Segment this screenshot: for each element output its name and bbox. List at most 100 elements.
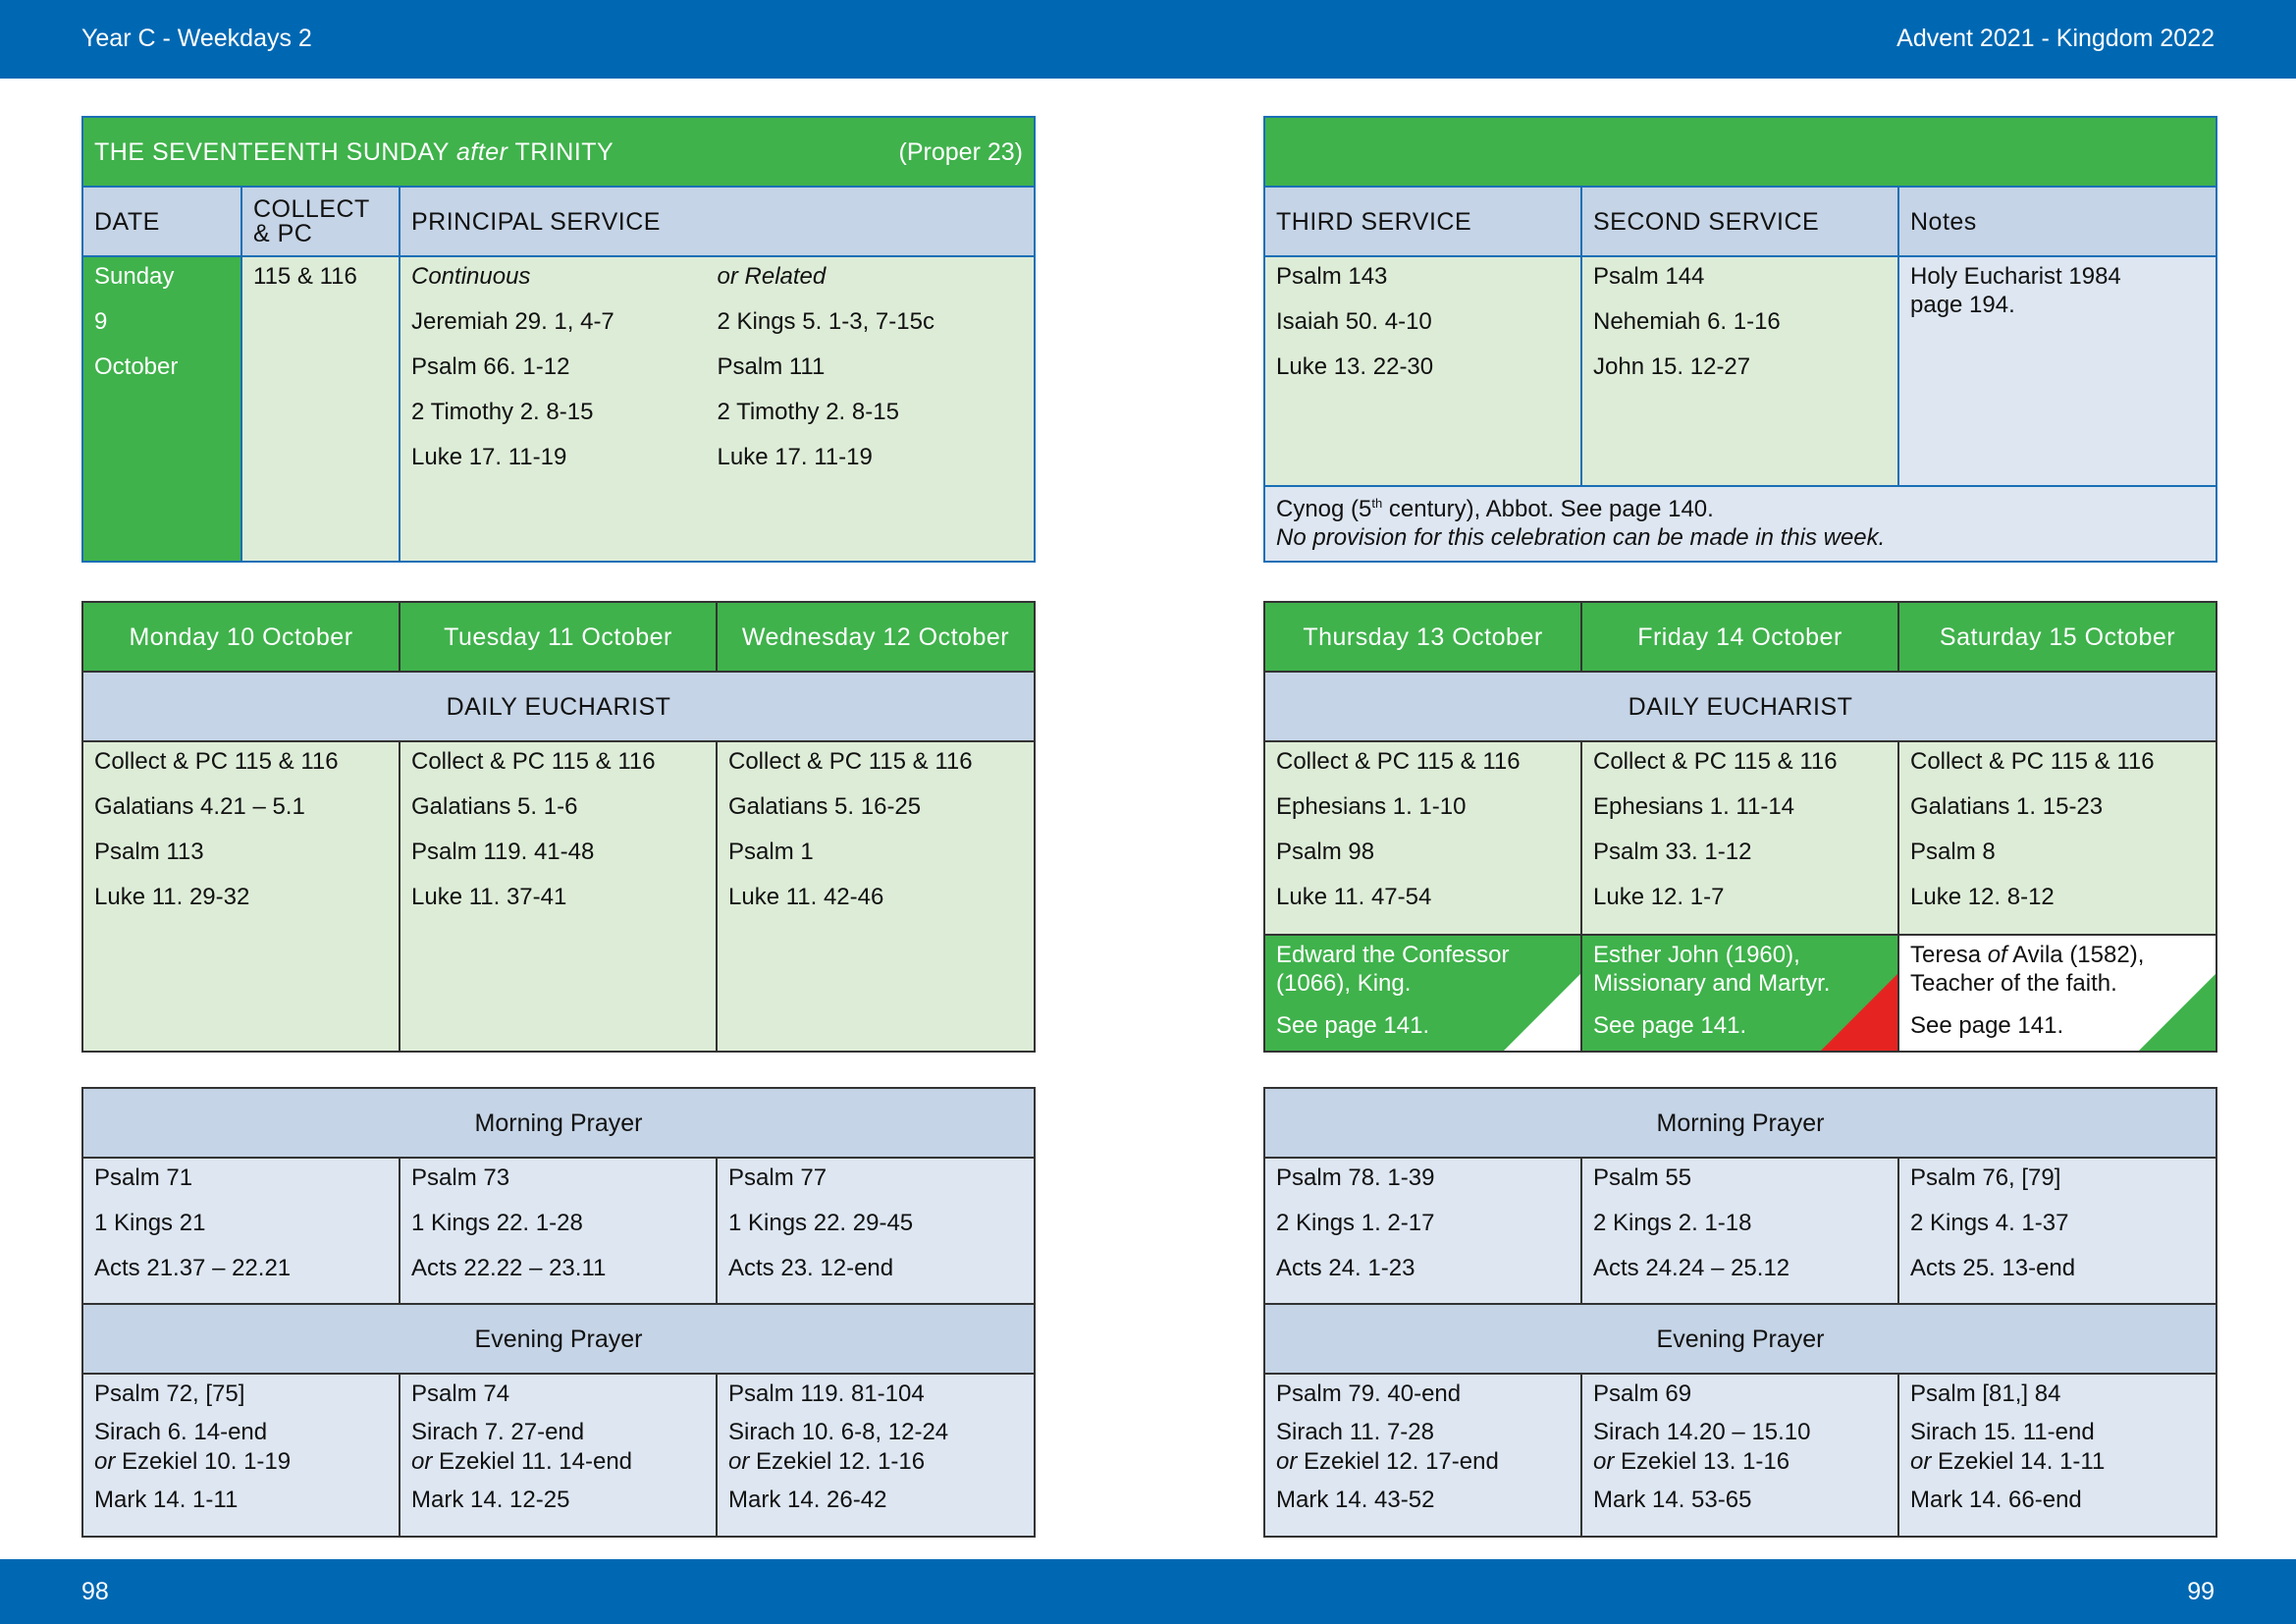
reading: Ephesians 1. 11-14 <box>1593 793 1795 820</box>
day-header-friday: Friday 14 October <box>1580 601 1899 673</box>
commemoration-page-ref: See page 141. <box>1593 1011 1747 1039</box>
reading: Psalm 74 <box>411 1380 510 1407</box>
commemoration-line: Teacher of the faith. <box>1910 969 2117 997</box>
evening-prayer-friday: Psalm 69 Sirach 14.20 – 15.10 or Ezekiel … <box>1580 1373 1899 1538</box>
reading: Psalm 79. 40-end <box>1276 1380 1462 1407</box>
eucharist-cell-friday: Collect & PC 115 & 116 Ephesians 1. 11-1… <box>1580 740 1899 936</box>
related-column: or Related 2 Kings 5. 1-3, 7-15c Psalm 1… <box>718 257 1024 483</box>
commemoration-thursday: Edward the Confessor (1066), King. See p… <box>1263 934 1582 1053</box>
reading: Acts 25. 13-end <box>1910 1255 2076 1281</box>
day-header-tuesday: Tuesday 11 October <box>399 601 718 673</box>
cynog-commemoration: Cynog (5th century), Abbot. See page 140… <box>1276 495 1714 522</box>
eucharist-cell-wednesday: Collect & PC 115 & 116 Galatians 5. 16-2… <box>716 740 1036 1053</box>
reading: Psalm 144 <box>1593 263 1705 290</box>
red-color-marker <box>1821 974 1897 1051</box>
reading: Psalm 98 <box>1276 839 1375 865</box>
reading: Acts 22.22 – 23.11 <box>411 1255 607 1281</box>
reading-with-alternative: Sirach 6. 14-end or Ezekiel 10. 1-19 <box>94 1419 292 1475</box>
reading: Psalm 143 <box>1276 263 1388 290</box>
reading: Psalm 73 <box>411 1164 510 1191</box>
reading: Collect & PC 115 & 116 <box>1910 748 2155 775</box>
reading: Luke 12. 8-12 <box>1910 884 2055 910</box>
day-header-saturday: Saturday 15 October <box>1897 601 2217 673</box>
sunday-title-cell: THE SEVENTEENTH SUNDAY after TRINITY (Pr… <box>81 116 1036 188</box>
continuous-column: Continuous Jeremiah 29. 1, 4-7 Psalm 66.… <box>411 257 718 483</box>
morning-prayer-label: Morning Prayer <box>1263 1087 2217 1159</box>
reading: Luke 11. 29-32 <box>94 884 250 910</box>
evening-prayer-wednesday: Psalm 119. 81-104 Sirach 10. 6-8, 12-24 o… <box>716 1373 1036 1538</box>
related-label: or Related <box>717 263 827 290</box>
reading: Mark 14. 53-65 <box>1593 1487 1752 1513</box>
reading: Acts 24. 1-23 <box>1276 1255 1415 1281</box>
commemoration-line: Missionary and Martyr. <box>1593 969 1831 997</box>
reading: Psalm 8 <box>1910 839 1996 865</box>
evening-prayer-thursday: Psalm 79. 40-end Sirach 11. 7-28 or Ezeki… <box>1263 1373 1582 1538</box>
eucharist-cell-monday: Collect & PC 115 & 116 Galatians 4.21 – … <box>81 740 400 1053</box>
reading: Psalm 119. 41-48 <box>411 839 595 865</box>
reading: Luke 11. 42-46 <box>728 884 884 910</box>
reading: Acts 24.24 – 25.12 <box>1593 1255 1790 1281</box>
morning-prayer-thursday: Psalm 78. 1-39 2 Kings 1. 2-17 Acts 24. … <box>1263 1157 1582 1305</box>
reading: Nehemiah 6. 1-16 <box>1593 308 1781 335</box>
reading: Mark 14. 1-11 <box>94 1487 239 1513</box>
reading: Acts 21.37 – 22.21 <box>94 1255 292 1281</box>
evening-prayer-label: Evening Prayer <box>1263 1303 2217 1375</box>
morning-prayer-saturday: Psalm 76, [79] 2 Kings 4. 1-37 Acts 25. … <box>1897 1157 2217 1305</box>
cynog-note: No provision for this celebration can be… <box>1276 523 1886 551</box>
reading: Mark 14. 43-52 <box>1276 1487 1435 1513</box>
commemoration-line: Esther John (1960), <box>1593 942 1800 968</box>
reading: 2 Kings 1. 2-17 <box>1276 1210 1435 1236</box>
reading: Luke 17. 11-19 <box>411 444 567 470</box>
reading: Psalm 113 <box>94 839 204 865</box>
principal-service-cell: Continuous Jeremiah 29. 1, 4-7 Psalm 66.… <box>399 255 1036 563</box>
sunday-table: THE SEVENTEENTH SUNDAY after TRINITY (Pr… <box>81 116 1036 563</box>
reading: 2 Timothy 2. 8-15 <box>411 399 594 425</box>
reading: 1 Kings 21 <box>94 1210 206 1236</box>
reading: Mark 14. 66-end <box>1910 1487 2082 1513</box>
reading: 2 Timothy 2. 8-15 <box>717 399 899 425</box>
reading: Ephesians 1. 1-10 <box>1276 793 1467 820</box>
reading: Psalm 1 <box>728 839 814 865</box>
reading: Luke 12. 1-7 <box>1593 884 1725 910</box>
col-third-service-header: THIRD SERVICE <box>1263 186 1582 257</box>
reading: Psalm [81,] 84 <box>1910 1380 2061 1407</box>
reading: 1 Kings 22. 1-28 <box>411 1210 583 1236</box>
commemoration-page-ref: See page 141. <box>1910 1011 2064 1039</box>
daily-eucharist-label: DAILY EUCHARIST <box>1263 671 2217 742</box>
evening-prayer-monday: Psalm 72, [75] Sirach 6. 14-end or Ezekie… <box>81 1373 400 1538</box>
eucharist-cell-tuesday: Collect & PC 115 & 116 Galatians 5. 1-6 … <box>399 740 718 1053</box>
reading: Psalm 76, [79] <box>1910 1164 2061 1191</box>
day-header-thursday: Thursday 13 October <box>1263 601 1582 673</box>
reading: Luke 11. 37-41 <box>411 884 567 910</box>
reading: Psalm 77 <box>728 1164 828 1191</box>
third-service-cell: Psalm 143 Isaiah 50. 4-10 Luke 13. 22-30 <box>1263 255 1582 487</box>
notes-text: Holy Eucharist 1984 page 194. <box>1910 263 2121 318</box>
second-service-cell: Psalm 144 Nehemiah 6. 1-16 John 15. 12-2… <box>1580 255 1899 487</box>
reading-with-alternative: Sirach 15. 11-end or Ezekiel 14. 1-11 <box>1910 1419 2106 1475</box>
reading: Acts 23. 12-end <box>728 1255 894 1281</box>
reading: Collect & PC 115 & 116 <box>1593 748 1838 775</box>
cynog-cell: Cynog (5th century), Abbot. See page 140… <box>1263 485 2217 563</box>
reading: Collect & PC 115 & 116 <box>94 748 339 775</box>
prayer-table-left: Morning Prayer Psalm 71 1 Kings 21 Acts … <box>81 1087 1036 1538</box>
reading: 2 Kings 4. 1-37 <box>1910 1210 2069 1236</box>
commemoration-friday: Esther John (1960), Missionary and Marty… <box>1580 934 1899 1053</box>
reading: Galatians 4.21 – 5.1 <box>94 793 305 820</box>
reading: Collect & PC 115 & 116 <box>728 748 973 775</box>
reading: Luke 17. 11-19 <box>717 444 873 470</box>
morning-prayer-friday: Psalm 55 2 Kings 2. 1-18 Acts 24.24 – 25… <box>1580 1157 1899 1305</box>
commemoration-line: (1066), King. <box>1276 969 1412 997</box>
eucharist-table-left: Monday 10 October Tuesday 11 October Wed… <box>81 601 1036 1053</box>
reading: John 15. 12-27 <box>1593 353 1751 380</box>
commemoration-page-ref: See page 141. <box>1276 1011 1430 1039</box>
commemoration-line: Edward the Confessor <box>1276 942 1510 968</box>
commemoration-line: Teresa of Avila (1582), <box>1910 942 2145 968</box>
reading: 2 Kings 5. 1-3, 7-15c <box>717 308 934 335</box>
header-bar: Year C - Weekdays 2 Advent 2021 - Kingdo… <box>0 0 2296 79</box>
reading: Psalm 69 <box>1593 1380 1692 1407</box>
daily-eucharist-label: DAILY EUCHARIST <box>81 671 1036 742</box>
evening-prayer-tuesday: Psalm 74 Sirach 7. 27-end or Ezekiel 11. … <box>399 1373 718 1538</box>
eucharist-table-right: Thursday 13 October Friday 14 October Sa… <box>1263 601 2217 1053</box>
prayer-table-right: Morning Prayer Psalm 78. 1-39 2 Kings 1.… <box>1263 1087 2217 1538</box>
page-number-right: 99 <box>2187 1578 2215 1605</box>
